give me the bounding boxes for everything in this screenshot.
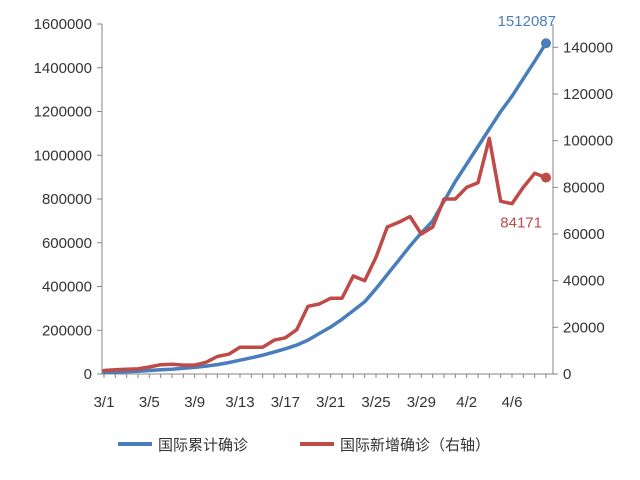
series-line-0 bbox=[102, 41, 548, 375]
series-layer bbox=[102, 38, 551, 375]
series-end-point-1 bbox=[541, 172, 551, 183]
left-y-tick-label: 800000 bbox=[42, 191, 92, 208]
x-tick-label: 3/9 bbox=[184, 394, 205, 411]
x-tick-label: 3/13 bbox=[225, 394, 254, 411]
left-y-tick-label: 0 bbox=[84, 366, 92, 383]
x-tick-label: 3/25 bbox=[361, 394, 390, 411]
x-tick-label: 3/29 bbox=[407, 394, 436, 411]
x-tick-label: 4/2 bbox=[456, 394, 477, 411]
left-y-tick-label: 200000 bbox=[42, 322, 92, 339]
series-end-label-1: 84171 bbox=[500, 215, 542, 232]
left-y-tick-label: 1200000 bbox=[34, 104, 92, 121]
endpoint-labels: 1512087 84171 bbox=[498, 13, 556, 231]
right-y-tick-label: 20000 bbox=[563, 319, 605, 336]
x-tick-label: 3/5 bbox=[139, 394, 160, 411]
legend: 国际累计确诊 国际新增确诊（右轴） bbox=[118, 436, 490, 454]
right-y-axis-ticks: 0 20000 40000 60000 80000 100000 120000 140000 bbox=[553, 39, 613, 383]
right-y-tick-label: 40000 bbox=[563, 273, 605, 290]
left-y-axis-ticks: 0 200000 400000 600000 800000 1000000 1200000 1… bbox=[34, 16, 102, 383]
right-y-tick-label: 120000 bbox=[563, 86, 613, 103]
right-y-tick-label: 140000 bbox=[563, 39, 613, 56]
series-end-label-0: 1512087 bbox=[498, 13, 556, 30]
left-y-tick-label: 1000000 bbox=[34, 147, 92, 164]
right-y-tick-label: 80000 bbox=[563, 179, 605, 196]
right-y-tick-label: 0 bbox=[563, 366, 571, 383]
left-y-tick-label: 1600000 bbox=[34, 16, 92, 33]
series-end-point-0 bbox=[541, 38, 551, 49]
x-tick-label: 4/6 bbox=[502, 394, 523, 411]
x-axis-ticks: 3/1 3/5 3/9 3/13 3/17 3/21 3/25 3/29 4/2 4/6 bbox=[94, 374, 547, 411]
x-tick-label: 3/1 bbox=[94, 394, 115, 411]
left-y-tick-label: 1400000 bbox=[34, 60, 92, 77]
left-y-tick-label: 600000 bbox=[42, 235, 92, 252]
right-y-tick-label: 60000 bbox=[563, 226, 605, 243]
series-line-1 bbox=[102, 136, 548, 373]
x-tick-label: 3/21 bbox=[316, 394, 345, 411]
legend-label-cumulative: 国际累计确诊 bbox=[158, 436, 248, 454]
axes bbox=[101, 24, 554, 375]
legend-label-new: 国际新增确诊（右轴） bbox=[340, 436, 490, 454]
left-y-tick-label: 400000 bbox=[42, 279, 92, 296]
right-y-tick-label: 100000 bbox=[563, 133, 613, 150]
x-tick-label: 3/17 bbox=[271, 394, 300, 411]
